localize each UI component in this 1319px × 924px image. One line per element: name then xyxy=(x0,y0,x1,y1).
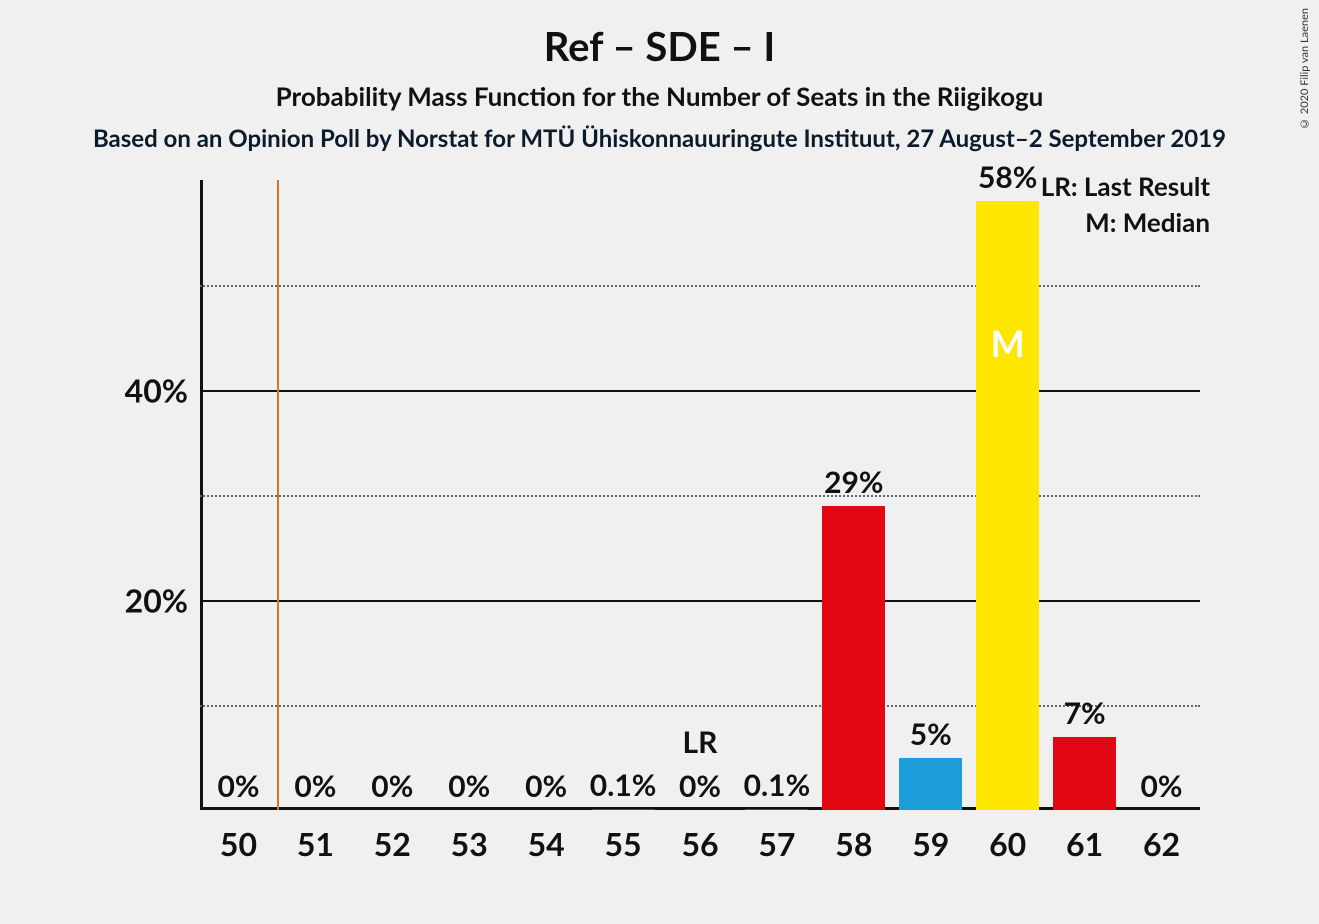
bar: 0.1% xyxy=(592,809,655,810)
ytick-label: 20% xyxy=(118,581,188,620)
bar-value-label: 7% xyxy=(1064,695,1106,731)
bar: 5% xyxy=(899,758,962,811)
legend-last-result: LR: Last Result xyxy=(1041,170,1210,202)
xtick-label: 59 xyxy=(912,824,949,863)
bar-value-label: 0% xyxy=(679,768,721,804)
bar-value-label: 0% xyxy=(294,768,336,804)
bar-value-label: 29% xyxy=(824,464,883,500)
bar-value-label: 0% xyxy=(448,768,490,804)
xtick-label: 61 xyxy=(1066,824,1103,863)
xtick-label: 52 xyxy=(374,824,411,863)
bar-value-label: 58% xyxy=(978,159,1037,195)
gridline-major xyxy=(200,390,1200,392)
xtick-label: 51 xyxy=(297,824,334,863)
gridline-minor xyxy=(200,495,1200,497)
chart-panel: © 2020 Filip van Laenen Ref – SDE – I Pr… xyxy=(0,0,1319,924)
xtick-label: 53 xyxy=(451,824,488,863)
copyright-text: © 2020 Filip van Laenen xyxy=(1298,8,1311,130)
x-axis xyxy=(200,807,1200,810)
xtick-label: 58 xyxy=(835,824,872,863)
xtick-label: 55 xyxy=(605,824,642,863)
bar-value-label: 0% xyxy=(371,768,413,804)
xtick-label: 50 xyxy=(220,824,257,863)
plot-area: LR: Last Result M: Median 20%40%0%0%0%0%… xyxy=(200,180,1200,810)
bar-value-label: 0% xyxy=(1141,768,1183,804)
gridline-minor xyxy=(200,285,1200,287)
legend-median: M: Median xyxy=(1085,206,1210,238)
bar-value-label: 5% xyxy=(910,716,952,752)
gridline-minor xyxy=(200,705,1200,707)
xtick-label: 56 xyxy=(681,824,718,863)
last-result-text: LR xyxy=(683,724,718,760)
median-label: M xyxy=(991,321,1025,365)
bar: 58%M xyxy=(976,201,1039,810)
bar-value-label: 0.1% xyxy=(590,767,657,803)
ytick-label: 40% xyxy=(118,371,188,410)
chart-title: Ref – SDE – I xyxy=(0,22,1319,70)
xtick-label: 54 xyxy=(528,824,565,863)
chart-subtitle: Probability Mass Function for the Number… xyxy=(0,80,1319,112)
bar: 29% xyxy=(822,506,885,811)
chart-source-line: Based on an Opinion Poll by Norstat for … xyxy=(0,124,1319,153)
bar: 7% xyxy=(1053,737,1116,811)
gridline-major xyxy=(200,600,1200,602)
bar: 0.1% xyxy=(745,809,808,810)
last-result-marker xyxy=(277,180,279,810)
xtick-label: 57 xyxy=(758,824,795,863)
xtick-label: 60 xyxy=(989,824,1026,863)
bar-value-label: 0% xyxy=(217,768,259,804)
bar-value-label: 0% xyxy=(525,768,567,804)
bar-value-label: 0.1% xyxy=(744,767,811,803)
xtick-label: 62 xyxy=(1143,824,1180,863)
